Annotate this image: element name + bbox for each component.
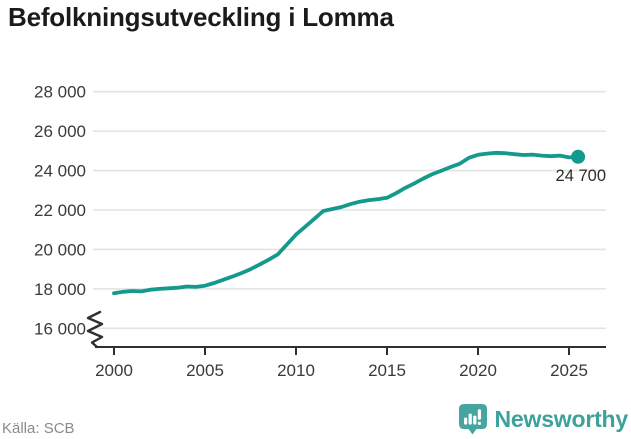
- y-axis-label: 18 000: [34, 280, 86, 299]
- chart-title: Befolkningsutveckling i Lomma: [8, 2, 394, 32]
- y-axis-label: 16 000: [34, 319, 86, 338]
- newsworthy-logo[interactable]: Newsworthy: [458, 403, 628, 435]
- series-end-value-label: 24 700: [556, 167, 606, 185]
- x-axis-label: 2000: [95, 361, 133, 380]
- x-axis-label: 2010: [277, 361, 315, 380]
- y-axis-label: 26 000: [34, 122, 86, 141]
- newsworthy-wordmark: Newsworthy: [494, 405, 629, 432]
- axis-break-icon: [86, 310, 104, 349]
- source-label: Källa: SCB: [2, 420, 75, 437]
- population-line-chart: 16 000 18 000 20 000 22 000 24 000 26 000 28 0…: [34, 83, 606, 380]
- x-axis-label: 2025: [550, 361, 588, 380]
- newsworthy-icon: [458, 404, 487, 435]
- y-axis-label: 28 000: [34, 83, 86, 102]
- population-series-line: [112, 150, 580, 296]
- x-axis-label: 2015: [368, 361, 406, 380]
- y-axis-label: 22 000: [34, 201, 86, 220]
- x-axis-label: 2005: [186, 361, 224, 380]
- series-end-dot: [571, 149, 586, 164]
- x-axis-label: 2020: [459, 361, 497, 380]
- y-axis-label: 24 000: [34, 162, 86, 181]
- y-axis-label: 20 000: [34, 240, 86, 259]
